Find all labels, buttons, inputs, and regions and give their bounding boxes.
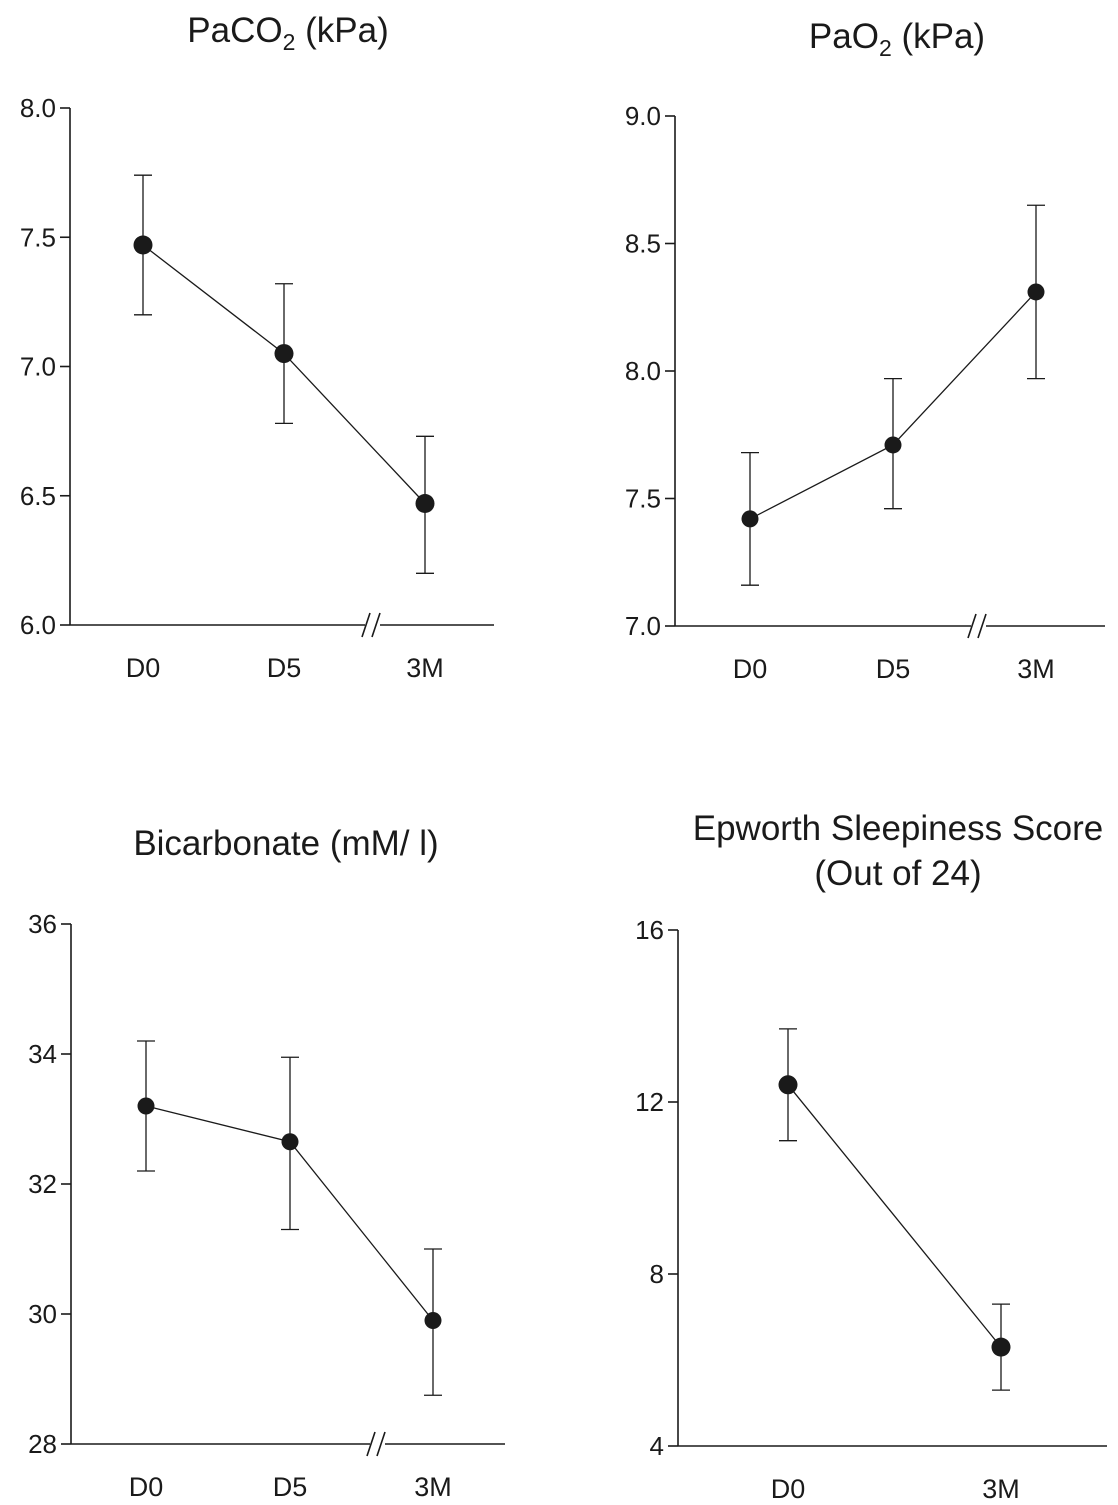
x-tick-label: D0 [126,653,161,683]
chart-panel-3: Bicarbonate (mM/ l) 28 30 32 34 36 D0 D5 3M [28,824,505,1502]
axis-break-mark [376,1431,386,1457]
y-tick-label: 7.5 [20,222,56,252]
series-line [787,1084,1002,1348]
chart-panel-2: PaO2 (kPa) 7.0 7.5 8.0 8.5 9.0 D0 D5 3M [625,17,1105,684]
y-tick-label: 32 [28,1169,57,1199]
data-point [137,1097,155,1115]
title-subscript: 2 [283,29,296,55]
title-line: PaCO [187,11,282,50]
data-point [274,344,294,364]
data-point [424,1312,442,1329]
x-tick-label: D0 [733,654,768,684]
title-line: Epworth Sleepiness Score [693,809,1104,848]
y-tick-label: 8.0 [20,93,56,123]
y-tick-label: 7.0 [20,352,56,382]
data-point [133,235,153,255]
chart-title: Epworth Sleepiness Score (Out of 24) [693,809,1104,893]
y-tick-label: 30 [28,1299,57,1329]
data-point [778,1075,798,1095]
axis-break-mark [366,1431,376,1457]
y-tick-label: 12 [635,1087,664,1117]
y-tick-label: 7.0 [625,611,661,641]
title-line-rest: (kPa) [295,11,388,50]
data-point [281,1133,299,1151]
data-point [991,1337,1011,1357]
chart-title: PaCO2 (kPa) [187,11,388,55]
x-tick-label: D5 [267,653,302,683]
title-line: PaO [809,17,879,56]
data-point [884,436,902,454]
x-tick-label: D5 [273,1472,308,1502]
x-tick-label: 3M [982,1474,1020,1504]
title-line-rest: (kPa) [892,17,985,56]
y-tick-label: 6.0 [20,610,56,640]
x-tick-label: D0 [129,1472,164,1502]
data-point [415,494,435,514]
y-tick-label: 8 [650,1259,664,1289]
x-tick-label: D0 [771,1474,806,1504]
y-tick-label: 6.5 [20,481,56,511]
y-tick-label: 16 [635,915,664,945]
title-line: (Out of 24) [814,854,981,893]
chart-panel-1: PaCO2 (kPa) 6.0 6.5 7.0 7.5 8.0 D0 D5 3M [20,11,494,683]
y-tick-label: 4 [650,1431,664,1461]
y-tick-label: 7.5 [625,484,661,514]
axis-break-mark [977,613,987,639]
data-point [1027,283,1045,301]
y-tick-label: 34 [28,1039,57,1069]
axis-break-mark [361,612,371,638]
y-tick-label: 36 [28,909,57,939]
title-subscript: 2 [879,35,892,61]
chart-title: Bicarbonate (mM/ l) [133,824,438,863]
x-tick-label: D5 [876,654,911,684]
y-tick-label: 28 [28,1429,57,1459]
x-tick-label: 3M [1017,654,1055,684]
y-tick-label: 9.0 [625,101,661,131]
x-tick-label: 3M [414,1472,452,1502]
axis-break-mark [967,613,977,639]
axis-break-mark [371,612,381,638]
chart-title: PaO2 (kPa) [809,17,985,61]
data-point [741,510,759,528]
x-tick-label: 3M [406,653,444,683]
title-line: Bicarbonate (mM/ l) [133,824,438,863]
chart-panel-4: Epworth Sleepiness Score (Out of 24) 4 8 12 1… [635,809,1107,1504]
y-tick-label: 8.0 [625,356,661,386]
y-tick-label: 8.5 [625,229,661,259]
